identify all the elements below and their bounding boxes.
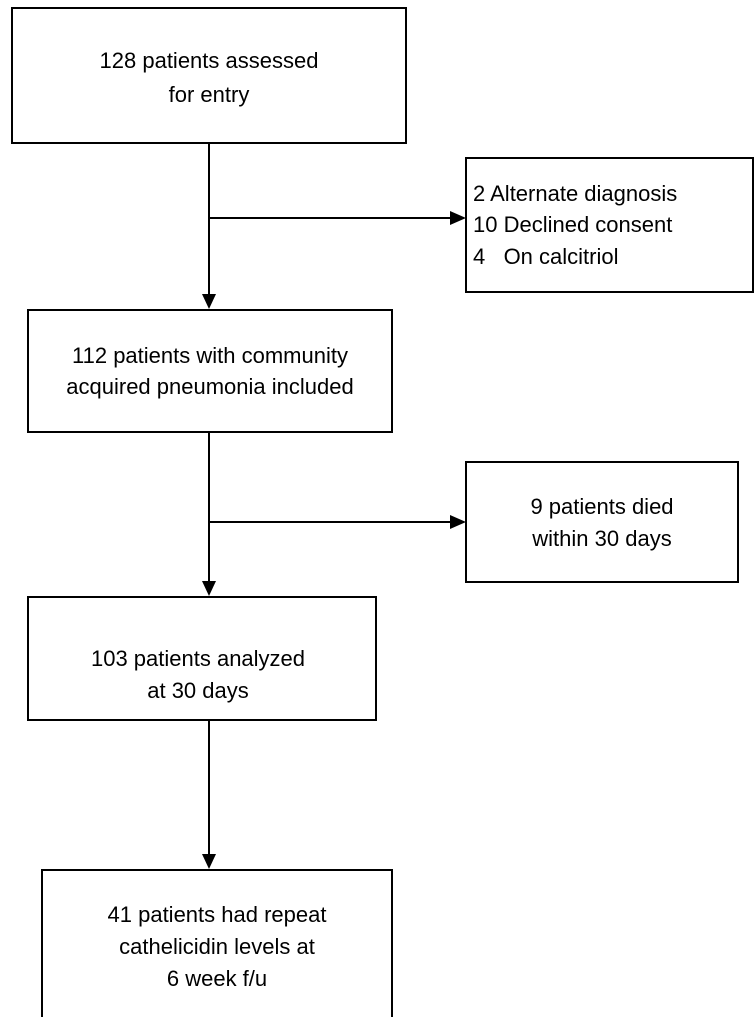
box-text: 112 patients with community: [72, 343, 348, 368]
arrow-head: [202, 581, 216, 596]
arrow-head: [202, 854, 216, 869]
box: [11, 7, 407, 144]
box-text: 128 patients assessed: [100, 48, 319, 73]
box: [465, 461, 739, 583]
box-text: 41 patients had repeat: [108, 902, 327, 927]
box-text: 103 patients analyzed: [91, 646, 305, 671]
box-text: 10 Declined consent: [473, 212, 672, 237]
box-text: 6 week f/u: [167, 966, 267, 991]
box-text: acquired pneumonia included: [66, 374, 353, 399]
box-text: 4 On calcitriol: [473, 244, 619, 269]
box-text: for entry: [169, 82, 250, 107]
box: [27, 596, 377, 721]
arrow-head: [450, 211, 466, 225]
connectors: [202, 143, 466, 869]
arrow-head: [202, 294, 216, 309]
box: [27, 309, 393, 433]
arrow-head: [450, 515, 466, 529]
box-text: at 30 days: [147, 678, 249, 703]
box-text: cathelicidin levels at: [119, 934, 315, 959]
box: [465, 157, 754, 293]
box: [41, 869, 393, 1017]
box-text: within 30 days: [531, 526, 671, 551]
box-text: 9 patients died: [530, 494, 673, 519]
box-text: 2 Alternate diagnosis: [473, 181, 677, 206]
